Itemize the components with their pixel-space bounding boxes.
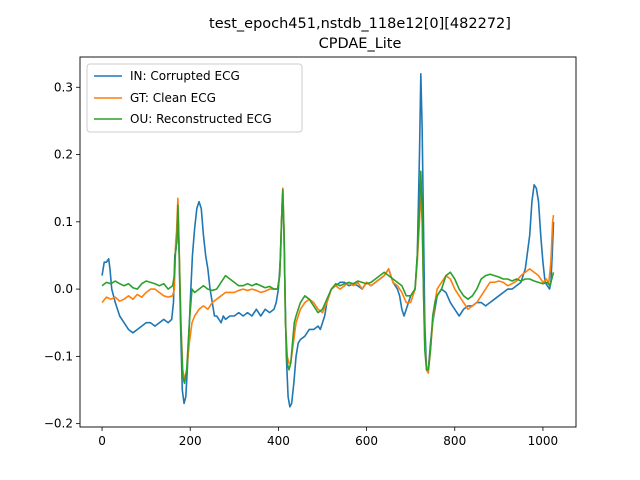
legend-box	[86, 63, 303, 133]
legend-label-ou: OU: Reconstructed ECG	[130, 112, 272, 126]
chart-subtitle: CPDAE_Lite	[319, 36, 402, 52]
x-tick-label: 400	[267, 434, 290, 448]
x-tick-label: 800	[443, 434, 466, 448]
y-tick-label: 0.2	[54, 148, 73, 162]
legend-label-in: IN: Corrupted ECG	[130, 69, 240, 83]
legend: IN: Corrupted ECG GT: Clean ECG OU: Reco…	[86, 63, 303, 133]
x-tick-label: 1000	[528, 434, 559, 448]
chart-title: test_epoch451,nstdb_118e12[0][482272]	[209, 16, 511, 32]
plot-frame	[79, 56, 577, 428]
y-tick-label: −0.2	[44, 417, 73, 431]
y-tick-label: 0.1	[54, 215, 73, 229]
y-tick-label: 0.0	[54, 282, 73, 296]
x-tick-label: 200	[179, 434, 202, 448]
y-tick-label: 0.3	[54, 80, 73, 94]
series-layer	[101, 73, 555, 408]
y-tick-label: −0.1	[44, 349, 73, 363]
series-ou-reconstructed-ecg	[101, 170, 555, 385]
x-tick-label: 0	[98, 434, 106, 448]
legend-label-gt: GT: Clean ECG	[130, 91, 216, 105]
tick-layer: 0 200 400 600 800 1000 −0.2 −0.1 0.0 0.1 0.2 0.3	[44, 80, 558, 448]
x-tick-label: 600	[355, 434, 378, 448]
